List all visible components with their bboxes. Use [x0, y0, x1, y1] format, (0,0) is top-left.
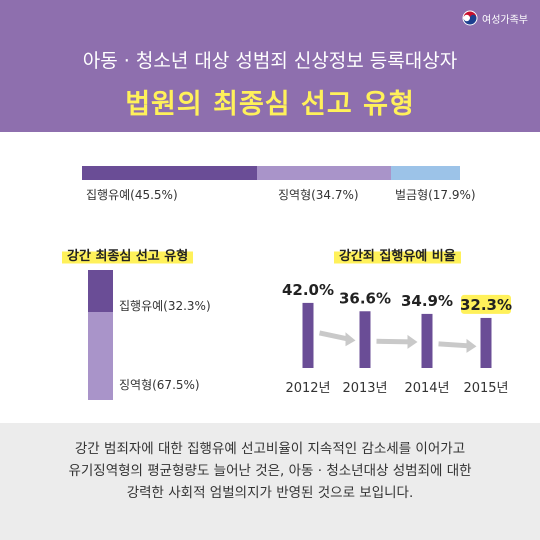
ministry-logo: 여성가족부 [462, 10, 528, 26]
value-label: 32.3% [460, 296, 512, 314]
footer-text: 강간 범죄자에 대한 집행유예 선고비율이 지속적인 감소세를 이어가고 유기징… [20, 438, 520, 504]
trend-arrow [318, 330, 356, 347]
year-bar [480, 317, 492, 368]
value-label: 36.6% [339, 289, 391, 307]
taegeuk-icon [462, 10, 478, 26]
segment-fine [391, 166, 460, 180]
label-prison: 징역형(34.7%) [278, 188, 359, 202]
footer-panel [0, 423, 540, 540]
segment-rape-prison [88, 312, 113, 400]
page-subtitle: 아동 · 청소년 대상 성범죄 신상정보 등록대상자 [82, 50, 458, 72]
label-rape-prison: 징역형(67.5%) [119, 378, 200, 392]
header-banner: 여성가족부 아동 · 청소년 대상 성범죄 신상정보 등록대상자 법원의 최종심… [0, 0, 540, 132]
value-label: 34.9% [401, 292, 453, 310]
trend-arrow [376, 334, 418, 349]
yearly-bar-chart: 42.0% 2012년 36.6% 2013년 34.9% 2014년 32.3% 2015년 [282, 281, 512, 396]
year-label: 2014년 [404, 381, 449, 396]
page-title: 법원의 최종심 선고 유형 [125, 89, 415, 120]
trend-arrow [438, 338, 477, 353]
label-rape-suspended: 집행유예(32.3%) [119, 299, 211, 313]
rape-ratio-title: 강간죄 집행유예 비율 [334, 244, 461, 265]
segment-prison [257, 166, 392, 180]
year-bar [359, 311, 371, 368]
year-bar [302, 302, 314, 368]
overall-stacked-bar [82, 166, 460, 180]
footer-line: 강력한 사회적 엄벌의지가 반영된 것으로 보입니다. [126, 485, 414, 501]
segment-rape-suspended [88, 270, 113, 313]
footer-line: 유기징역형의 평균형량도 늘어난 것은, 아동 · 청소년대상 성범죄에 대한 [68, 463, 472, 479]
year-label: 2015년 [463, 381, 508, 396]
year-label: 2013년 [342, 381, 387, 396]
segment-suspended [82, 166, 258, 180]
rape-sentence-title: 강간 최종심 선고 유형 [62, 244, 194, 265]
footer-line: 강간 범죄자에 대한 집행유예 선고비율이 지속적인 감소세를 이어가고 [74, 441, 466, 457]
year-bar [421, 313, 433, 368]
label-suspended: 집행유예(45.5%) [86, 188, 178, 202]
value-label: 42.0% [282, 281, 334, 299]
rape-stacked-bar [88, 270, 113, 400]
year-label: 2012년 [285, 381, 330, 396]
highlight-box [461, 294, 511, 314]
label-fine: 벌금형(17.9%) [395, 188, 476, 202]
logo-text: 여성가족부 [482, 14, 528, 26]
